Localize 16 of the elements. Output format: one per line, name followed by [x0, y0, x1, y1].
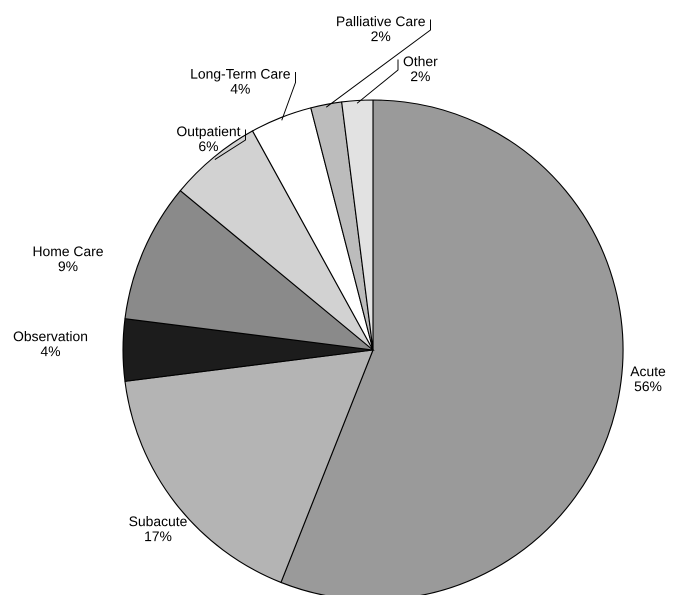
data-label: 2%	[411, 71, 430, 82]
data-label: 9%	[58, 261, 78, 272]
slice-label: Acute	[630, 366, 666, 376]
slice-label: Outpatient	[177, 126, 240, 139]
data-label: 56%	[634, 381, 662, 392]
data-label: 4%	[230, 84, 250, 94]
data-label: 17%	[145, 531, 172, 542]
data-label: 6%	[199, 141, 218, 152]
data-label: 2%	[371, 31, 390, 42]
slice-label: Observation	[14, 331, 88, 342]
data-label: 4%	[40, 346, 60, 356]
slice-label: Subacute	[129, 516, 187, 526]
slice-label: Palliative Care	[337, 16, 425, 26]
slice-label: Home Care	[34, 246, 103, 256]
slice-label: Long-Term Care	[191, 68, 290, 82]
slice-label: Other	[404, 56, 438, 66]
